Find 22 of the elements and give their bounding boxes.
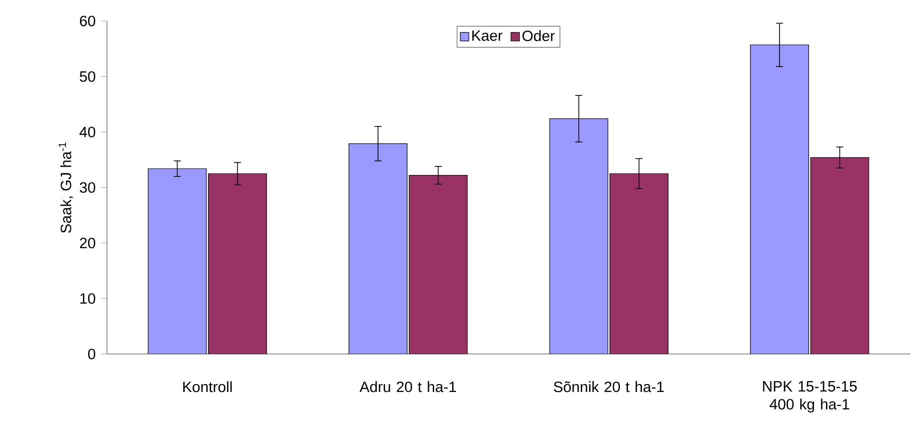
bar xyxy=(750,44,809,354)
y-tick-label: 20 xyxy=(80,238,96,248)
x-tick-label: Sõnnik 20 t ha-1 xyxy=(554,381,664,392)
x-tick-label: Adru 20 t ha-1 xyxy=(360,381,456,392)
bar xyxy=(208,174,267,354)
bar xyxy=(348,144,408,354)
y-tick-label: 10 xyxy=(80,293,96,304)
y-tick-label: 40 xyxy=(80,126,96,138)
legend-label: Oder xyxy=(522,30,555,42)
bar xyxy=(610,174,668,354)
y-axis-title: Saak, GJ ha$^{-1}$ xyxy=(58,142,74,233)
legend-label: Kaer xyxy=(472,30,502,41)
x-tick-label: NPK 15-15-15 400 kg ha-1 xyxy=(763,381,857,412)
y-tick-label: 60 xyxy=(80,16,96,26)
bar xyxy=(810,157,870,354)
y-tick-label: 30 xyxy=(80,182,96,193)
y-tick-label: 50 xyxy=(80,71,96,82)
y-tick-label: 0 xyxy=(88,348,96,360)
x-tick-label: Kontroll xyxy=(183,381,232,392)
bar xyxy=(550,118,608,354)
bar xyxy=(148,168,206,354)
bar xyxy=(409,175,468,354)
